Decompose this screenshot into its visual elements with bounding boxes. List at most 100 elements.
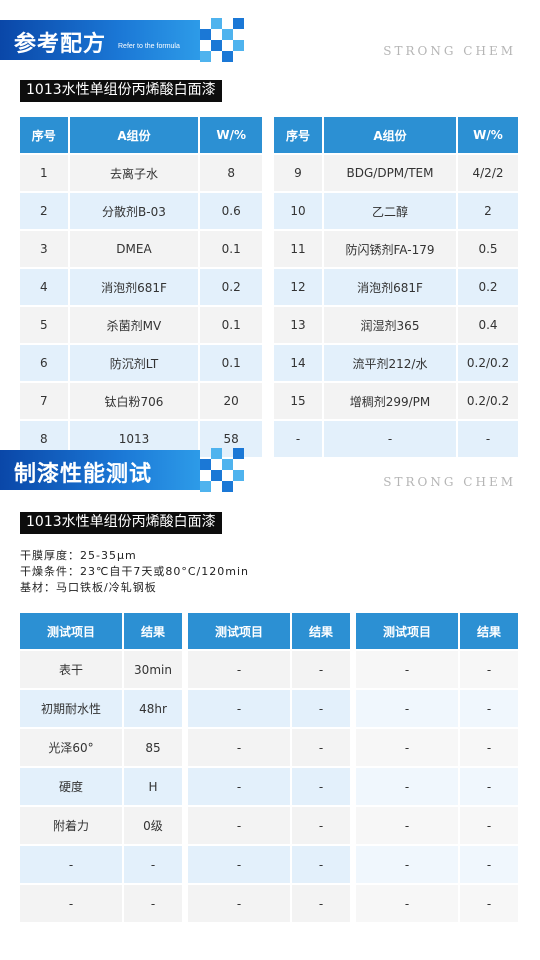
table-cell: 附着力	[20, 807, 122, 844]
table-row: 8 1013 58	[20, 421, 262, 457]
product-title-2: 1013水性单组份丙烯酸白面漆	[20, 512, 222, 534]
table-cell: 硬度	[20, 768, 122, 805]
table-cell: 11	[274, 231, 322, 267]
table-row: --	[188, 846, 350, 883]
table-cell: 0级	[124, 807, 182, 844]
table-row: 4 消泡剂681F 0.2	[20, 269, 262, 305]
table-row: 9 BDG/DPM/TEM 4/2/2	[274, 155, 518, 191]
table-cell: 10	[274, 193, 322, 229]
table-cell: 钛白粉706	[69, 383, 199, 419]
table-cell: 2	[458, 193, 518, 229]
checker-decoration	[200, 18, 244, 62]
table-cell: 13	[274, 307, 322, 343]
table-cell: -	[292, 885, 350, 922]
table-cell: 0.2/0.2	[458, 383, 518, 419]
table-cell: 5	[20, 307, 68, 343]
table-cell: 0.1	[200, 307, 262, 343]
table-cell: 1	[20, 155, 68, 191]
table-cell: 58	[200, 421, 262, 457]
table-header-row: 序号 A组份 W/%	[274, 117, 518, 153]
formula-table-right: 序号 A组份 W/% 9 BDG/DPM/TEM 4/2/2 10 乙二醇 2 11 防闪锈剂…	[272, 115, 520, 459]
table-cell: -	[124, 846, 182, 883]
banner-fill	[0, 20, 200, 60]
table-cell: -	[292, 807, 350, 844]
col-header-test-item: 测试项目	[20, 613, 122, 649]
table-cell: 14	[274, 345, 322, 381]
table-cell: 防闪锈剂FA-179	[324, 231, 456, 267]
table-cell: -	[188, 885, 290, 922]
table-row: --	[356, 768, 518, 805]
table-row: 硬度 H	[20, 768, 182, 805]
table-row: --	[188, 768, 350, 805]
table-cell: 12	[274, 269, 322, 305]
table-cell: 0.2/0.2	[458, 345, 518, 381]
table-cell: 30min	[124, 651, 182, 688]
table-cell: -	[188, 846, 290, 883]
table-cell: 6	[20, 345, 68, 381]
table-row: 光泽60° 85	[20, 729, 182, 766]
brand-name-2: STRONG CHEM	[383, 475, 516, 489]
section2-banner: 制漆性能测试	[0, 448, 245, 492]
table-row: --	[356, 651, 518, 688]
table-cell: 表干	[20, 651, 122, 688]
section2-title: 制漆性能测试	[14, 462, 153, 487]
formula-table-left: 序号 A组份 W/% 1 去离子水 8 2 分散剂B-03 0.6 3 DMEA 0.1 4 消泡剂…	[18, 115, 264, 459]
table-cell: 去离子水	[69, 155, 199, 191]
table-cell: -	[188, 807, 290, 844]
test-table-3: 测试项目 结果 --------------	[354, 611, 520, 924]
table-cell: -	[188, 651, 290, 688]
table-cell: -	[356, 651, 458, 688]
table-row: --	[356, 690, 518, 727]
table-cell: -	[292, 690, 350, 727]
table-cell: DMEA	[69, 231, 199, 267]
col-header-no: 序号	[20, 117, 68, 153]
section1-banner: 参考配方 Refer to the formula	[0, 18, 245, 62]
table-cell: -	[460, 846, 518, 883]
table-cell: -	[188, 768, 290, 805]
checker-decoration	[200, 448, 244, 492]
table-cell: -	[460, 807, 518, 844]
table-row: --	[356, 846, 518, 883]
table-row: 3 DMEA 0.1	[20, 231, 262, 267]
table-cell: 85	[124, 729, 182, 766]
table-row: 15 增稠剂299/PM 0.2/0.2	[274, 383, 518, 419]
table-cell: -	[356, 807, 458, 844]
table-cell: 4/2/2	[458, 155, 518, 191]
table-cell: -	[292, 651, 350, 688]
table-row: --	[356, 729, 518, 766]
table-row: 附着力 0级	[20, 807, 182, 844]
table-row: 10 乙二醇 2	[274, 193, 518, 229]
col-header-weight: W/%	[200, 117, 262, 153]
table-cell: -	[460, 651, 518, 688]
table-row: --	[188, 651, 350, 688]
table-cell: -	[356, 690, 458, 727]
banner-fill	[0, 450, 200, 490]
table-cell: 8	[200, 155, 262, 191]
table-row: 13 润湿剂365 0.4	[274, 307, 518, 343]
table-cell: -	[324, 421, 456, 457]
test-table-1: 测试项目 结果 表干 30min 初期耐水性 48hr 光泽60° 85 硬度 H 附着力 0级 -…	[18, 611, 184, 924]
table-cell: 4	[20, 269, 68, 305]
table-cell: 0.2	[458, 269, 518, 305]
table-header-row: 测试项目 结果	[356, 613, 518, 649]
table-row: 初期耐水性 48hr	[20, 690, 182, 727]
table-row: --	[356, 885, 518, 922]
table-header-row: 测试项目 结果	[188, 613, 350, 649]
brand-name: STRONG CHEM	[383, 44, 516, 58]
table-cell: 光泽60°	[20, 729, 122, 766]
section1-title: 参考配方	[14, 32, 107, 57]
table-cell: 7	[20, 383, 68, 419]
table-cell: -	[460, 729, 518, 766]
table-cell: -	[20, 846, 122, 883]
table-cell: 润湿剂365	[324, 307, 456, 343]
table-cell: -	[188, 690, 290, 727]
table-row: 6 防沉剂LT 0.1	[20, 345, 262, 381]
table-row: 2 分散剂B-03 0.6	[20, 193, 262, 229]
table-row: --	[188, 690, 350, 727]
table-row: 1 去离子水 8	[20, 155, 262, 191]
col-header-result: 结果	[124, 613, 182, 649]
note-film-thickness: 干膜厚度：25-35μm	[20, 549, 137, 562]
table-cell: 消泡剂681F	[69, 269, 199, 305]
table-cell: 分散剂B-03	[69, 193, 199, 229]
table-row: --	[20, 885, 182, 922]
